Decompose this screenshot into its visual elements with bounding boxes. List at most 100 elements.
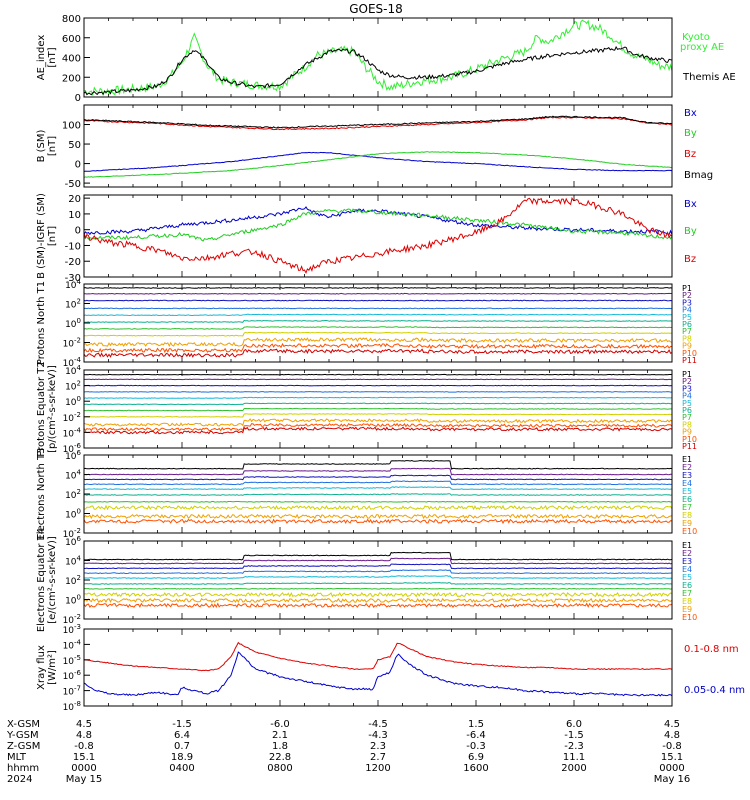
ephemeris-value: 1200 — [365, 763, 390, 774]
ephemeris-value: 1.5 — [468, 719, 484, 730]
legend-p1: P1 — [682, 284, 692, 293]
series-short-band — [83, 651, 673, 697]
series-p3 — [83, 299, 673, 302]
ephemeris-value: 0000 — [659, 763, 684, 774]
y-tick-label: 100 — [65, 395, 81, 408]
legend-p4: P4 — [682, 306, 692, 315]
legend-e7: E7 — [682, 589, 692, 598]
y-tick-label: 102 — [65, 380, 81, 393]
y-tick-label: 200 — [62, 73, 81, 84]
y-tick-label: 102 — [65, 574, 81, 587]
legend-bz: Bz — [684, 254, 696, 265]
y-tick-label: 104 — [65, 278, 81, 291]
legend-themis: Themis AE — [682, 72, 736, 83]
ephemeris-row-label: MLT — [7, 752, 27, 763]
y-axis-label: B (SM)[nT] — [36, 129, 58, 162]
series-bz — [83, 116, 673, 131]
y-tick-label: -50 — [65, 179, 81, 190]
series-e10 — [83, 518, 673, 525]
series-bx — [83, 206, 673, 236]
series-p6 — [83, 402, 673, 406]
legend-p11: P11 — [682, 356, 697, 365]
y-tick-label: 106 — [65, 449, 81, 462]
y-tick-label: 10-6 — [63, 442, 82, 455]
ephemeris-value: -1.5 — [172, 719, 192, 730]
y-tick-label: 10-5 — [63, 654, 81, 667]
legend-p3: P3 — [682, 384, 692, 393]
panel-frame — [83, 17, 673, 98]
ephemeris-value: 0.7 — [174, 741, 190, 752]
series-p5 — [83, 396, 673, 399]
series-e8 — [83, 591, 673, 598]
legend-e3: E3 — [682, 557, 692, 566]
legend-e1: E1 — [682, 541, 692, 550]
y-axis-label: B (SM)-IGRF (SM)[nT] — [36, 193, 58, 279]
y-tick-label: 104 — [65, 364, 81, 377]
legend-e9: E9 — [682, 605, 692, 614]
ephemeris-value: -6.4 — [466, 730, 486, 741]
legend-e1: E1 — [682, 455, 692, 464]
series-p8 — [83, 413, 673, 418]
series-p10 — [83, 422, 673, 432]
y-axis-label: AE_index[nT] — [36, 35, 58, 81]
legend-bx: Bx — [684, 108, 697, 119]
legend-kyoto-line1: Kyoto — [682, 32, 710, 43]
ephemeris-value: 0400 — [169, 763, 194, 774]
y-tick-label: -30 — [65, 273, 81, 284]
legend-e10: E10 — [682, 613, 697, 622]
y-tick-label: 10-7 — [63, 685, 81, 698]
legend-p10: P10 — [682, 435, 697, 444]
series-p4 — [83, 391, 673, 393]
legend-e6: E6 — [682, 581, 692, 590]
legend-e8: E8 — [682, 597, 692, 606]
ephemeris-value: 4.5 — [76, 719, 92, 730]
legend-p5: P5 — [682, 313, 692, 322]
y-tick-label: 10-4 — [63, 638, 82, 651]
ephemeris-value: 2.3 — [370, 741, 386, 752]
legend-p1: P1 — [682, 370, 692, 379]
legend-e2: E2 — [682, 463, 692, 472]
series-e7 — [83, 500, 673, 503]
ephemeris-value: 6.9 — [468, 752, 484, 763]
plot-title: GOES-18 — [349, 2, 403, 16]
series-p9 — [83, 337, 673, 348]
y-tick-label: 400 — [62, 54, 81, 65]
panel-frame — [83, 194, 673, 278]
y-tick-label: 10-2 — [63, 411, 81, 424]
series-e2 — [83, 467, 673, 476]
ephemeris-value: -1.5 — [564, 730, 584, 741]
legend-p9: P9 — [682, 428, 692, 437]
series-p3 — [83, 384, 673, 387]
legend-p2: P2 — [682, 377, 692, 386]
legend-e10: E10 — [682, 527, 697, 536]
y-tick-label: 10 — [68, 210, 81, 221]
ephemeris-row-label: Y-GSM — [6, 730, 39, 741]
legend-kyoto-line2: proxy AE — [680, 42, 724, 53]
y-tick-label: 10-2 — [63, 613, 81, 626]
ephemeris-row-label: hhmm — [7, 763, 39, 774]
y-tick-label: 100 — [65, 317, 81, 330]
series-p2 — [83, 378, 673, 381]
legend-p7: P7 — [682, 413, 692, 422]
panel-frame — [83, 540, 673, 620]
legend-p6: P6 — [682, 320, 692, 329]
ephemeris-value: 2.7 — [370, 752, 386, 763]
series-themis-ae — [83, 45, 673, 96]
ephemeris-value: 11.1 — [563, 752, 585, 763]
panel-ae: 800 600 400 200 0 AE_index[nT] — [36, 14, 673, 104]
y-tick-label: 600 — [62, 34, 81, 45]
series-e4 — [83, 480, 672, 486]
ephemeris-value: -4.3 — [368, 730, 388, 741]
ephemeris-value: 4.8 — [664, 730, 680, 741]
ephemeris-value: -4.5 — [368, 719, 388, 730]
ephemeris-value: 18.9 — [171, 752, 193, 763]
legend-p2: P2 — [682, 291, 692, 300]
series-p5 — [83, 313, 673, 317]
ephemeris-value: -2.3 — [564, 741, 584, 752]
y-tick-label: 10-8 — [63, 700, 81, 713]
legend-p4: P4 — [682, 392, 692, 401]
panel-ee: E1E2E3E4E5E6E7E8E9E1010610410210010-2Ele… — [36, 528, 697, 632]
legend-p9: P9 — [682, 342, 692, 351]
